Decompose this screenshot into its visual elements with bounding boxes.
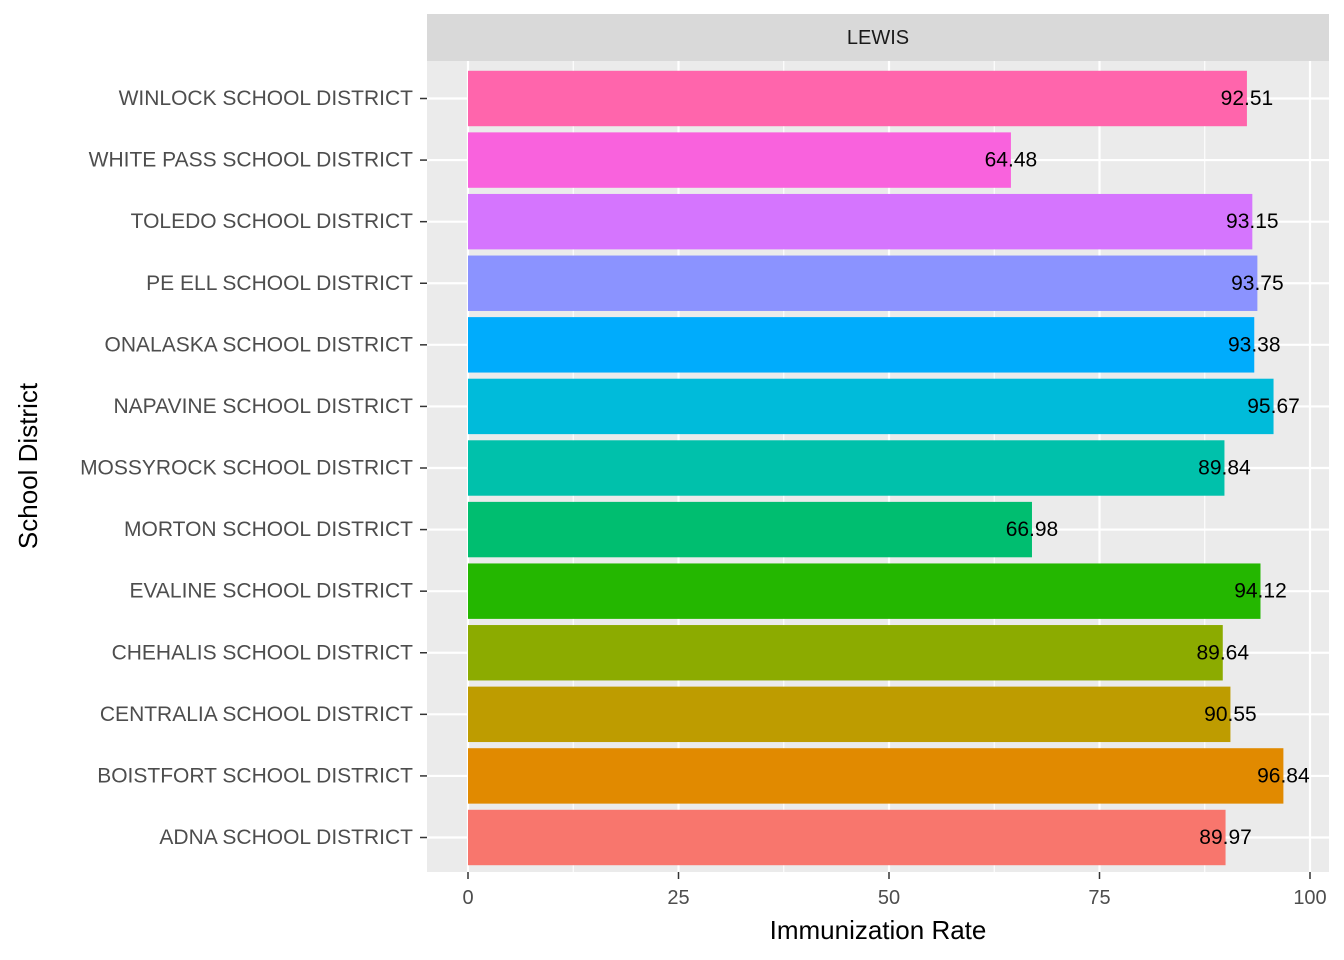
bar-value-label: 90.55 (1204, 703, 1257, 726)
bar-value-label: 93.15 (1226, 210, 1279, 233)
bar (468, 686, 1231, 743)
y-tick-label: ONALASKA SCHOOL DISTRICT (105, 333, 414, 356)
bar (468, 748, 1284, 804)
y-tick-label: WHITE PASS SCHOOL DISTRICT (89, 149, 414, 172)
bar-value-label: 92.51 (1221, 87, 1274, 110)
y-tick-label: CENTRALIA SCHOOL DISTRICT (100, 703, 413, 726)
bar (468, 193, 1253, 250)
y-tick-label: TOLEDO SCHOOL DISTRICT (131, 210, 414, 233)
bar (468, 809, 1226, 866)
bar-value-label: 93.75 (1231, 272, 1284, 295)
y-tick-label: BOISTFORT SCHOOL DISTRICT (97, 764, 413, 787)
y-tick-label: MORTON SCHOOL DISTRICT (124, 518, 413, 541)
bar (468, 378, 1274, 435)
x-tick-label: 100 (1293, 887, 1326, 909)
y-tick-label: MOSSYROCK SCHOOL DISTRICT (80, 457, 413, 480)
x-tick-label: 25 (667, 887, 689, 909)
facet-strip (427, 14, 1329, 61)
y-tick-label: NAPAVINE SCHOOL DISTRICT (114, 395, 414, 418)
bar-value-label: 89.64 (1196, 641, 1249, 664)
x-tick-label: 50 (878, 887, 900, 909)
bar-value-label: 96.84 (1257, 764, 1310, 787)
y-tick-label: WINLOCK SCHOOL DISTRICT (119, 87, 414, 110)
bar-value-label: 64.48 (985, 149, 1038, 172)
facet-label: LEWIS (847, 27, 909, 49)
y-axis-ticks: ADNA SCHOOL DISTRICT BOISTFORT SCHOOL DIS… (80, 87, 427, 849)
y-tick-label: PE ELL SCHOOL DISTRICT (146, 272, 413, 295)
bar (468, 317, 1255, 373)
bars (468, 70, 1284, 866)
bar-value-label: 95.67 (1247, 395, 1300, 418)
data-labels: 89.97 96.84 90.55 89.64 94.12 66.98 89.84 95.67… (985, 87, 1310, 849)
bar-value-label: 89.97 (1199, 826, 1252, 849)
bar (468, 625, 1223, 681)
bar-value-label: 66.98 (1006, 518, 1059, 541)
y-tick-label: CHEHALIS SCHOOL DISTRICT (112, 641, 414, 664)
bar-value-label: 93.38 (1228, 333, 1281, 356)
x-tick-label: 75 (1088, 887, 1110, 909)
x-axis-ticks: 0 25 50 75 100 (462, 872, 1327, 909)
bar (468, 70, 1247, 127)
y-tick-label: EVALINE SCHOOL DISTRICT (129, 580, 413, 603)
bar (468, 501, 1032, 558)
y-tick-label: ADNA SCHOOL DISTRICT (159, 826, 413, 849)
bar-value-label: 89.84 (1198, 457, 1251, 480)
bar (468, 255, 1258, 311)
bar-value-label: 94.12 (1234, 580, 1287, 603)
bar (468, 563, 1261, 619)
x-tick-label: 0 (462, 887, 473, 909)
bar (468, 132, 1011, 188)
bar (468, 440, 1225, 496)
y-axis-title: School District (13, 382, 43, 549)
x-axis-title: Immunization Rate (770, 915, 987, 945)
